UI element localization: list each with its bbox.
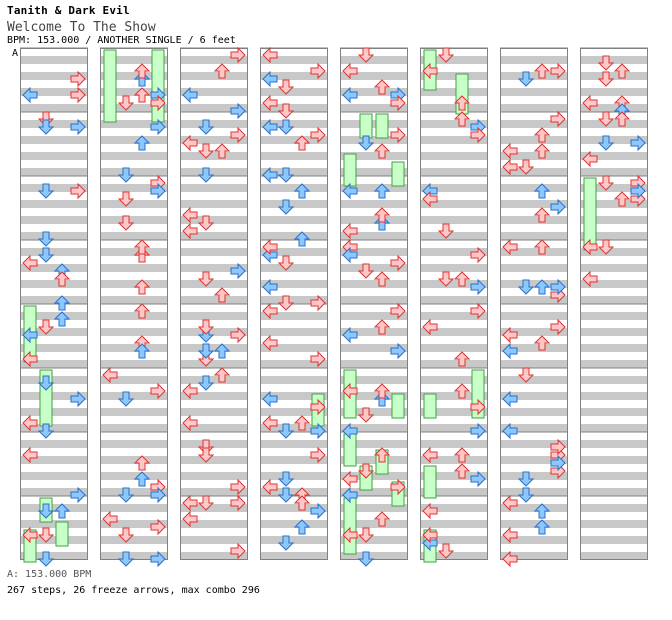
column-border [100,48,168,560]
chart-column [500,47,568,560]
column-border [20,48,88,560]
column-border [420,48,488,560]
freeze-arrow [583,177,597,251]
freeze-arrow [423,393,437,419]
freeze-arrow [103,49,117,123]
freeze-arrow [55,521,69,547]
freeze-arrow [391,161,405,187]
song-artist: Tanith & Dark Evil [7,4,130,17]
chart-column [260,47,328,560]
measure-columns [20,47,648,560]
freeze-arrow [151,49,165,123]
freeze-arrow [343,433,357,467]
freeze-arrow [343,153,357,187]
song-title: Welcome To The Show [7,20,156,35]
chart-column [100,47,168,560]
column-border [180,48,248,560]
bpm-summary: A: 153.000 BPM [7,569,92,580]
chart-column [20,47,88,560]
freeze-arrow [391,393,405,419]
column-border [580,48,648,560]
freeze-arrow [359,113,373,139]
bpm-marker: A [12,48,19,59]
column-border [340,48,408,560]
freeze-arrow [343,497,357,555]
column-border [260,48,328,560]
freeze-arrow [423,465,437,499]
chart-info: BPM: 153.000 / ANOTHER SINGLE / 6 feet [7,35,236,46]
column-border [500,48,568,560]
chart-stats: 267 steps, 26 freeze arrows, max combo 2… [7,585,260,596]
freeze-arrow [375,113,389,139]
chart-column [580,47,648,560]
